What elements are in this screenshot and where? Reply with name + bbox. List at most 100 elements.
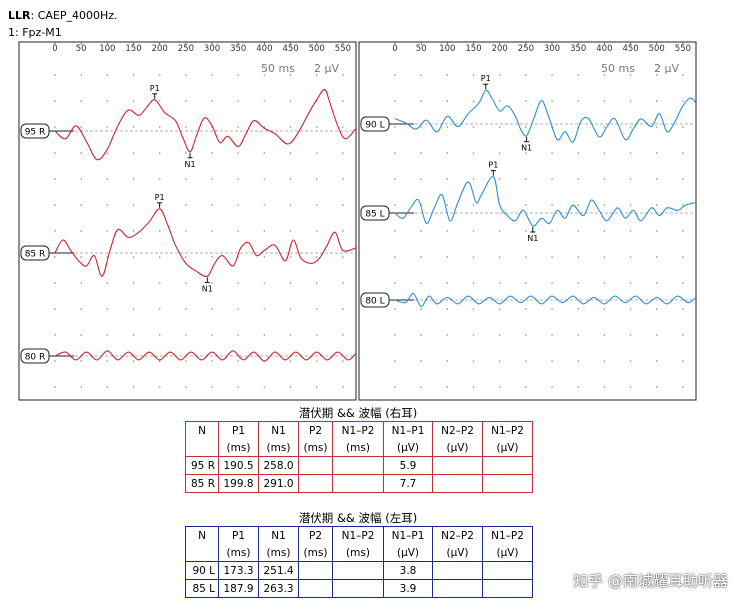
grid-dot [237, 360, 240, 362]
column-header: N2–P2 [432, 421, 483, 439]
right-ear-table-title: 潜伏期 && 波幅 (右耳) [298, 406, 418, 420]
grid-dot [158, 178, 161, 180]
grid-dot [472, 256, 475, 258]
table-row: 85 R 199.8 291.0 7.7 [185, 474, 533, 493]
grid-dot [132, 100, 135, 102]
grid-dot [472, 386, 475, 388]
table-cell: 190.5 [218, 456, 259, 475]
channel-label: 1: Fpz-M1 [8, 26, 62, 39]
waveform-80-l [394, 292, 697, 308]
grid-dot [682, 230, 684, 232]
grid-dot [551, 282, 553, 284]
grid-dot [158, 334, 161, 336]
grid-dot [498, 308, 501, 310]
grid-dot [420, 282, 422, 284]
grid-dot [211, 230, 213, 232]
column-header: N1–P2 [482, 526, 533, 544]
grid-dot [158, 360, 161, 362]
x-tick-label: 550 [675, 44, 691, 54]
column-header: N1–P2 [482, 421, 533, 439]
grid-dot [525, 204, 527, 206]
grid-dot [577, 256, 580, 258]
table-cell [332, 579, 384, 598]
x-tick-label: 250 [178, 44, 194, 54]
x-tick-label: 450 [622, 44, 638, 54]
grid-dot [158, 126, 161, 128]
grid-dot [185, 386, 187, 388]
grid-dot [603, 230, 606, 232]
grid-dot [446, 178, 449, 180]
grid-dot [342, 152, 344, 154]
grid-dot [446, 204, 449, 206]
time-scale-label: 50 ms [601, 62, 635, 75]
grid-dot [106, 386, 109, 388]
grid-dot [263, 282, 266, 284]
grid-dot [525, 308, 527, 310]
grid-dot [237, 126, 240, 128]
grid-dot [682, 308, 684, 310]
grid-dot [525, 230, 527, 232]
grid-dot [629, 308, 632, 310]
x-tick-label: 100 [439, 44, 455, 54]
left-ear-latency-table: N P1 N1 P2 N1–P2 N1–P1 N2–P2 N1–P2 (ms) (ms) (ms)(… [185, 526, 533, 598]
grid-dot [629, 204, 632, 206]
grid-dot [289, 100, 292, 102]
grid-dot [315, 360, 318, 362]
grid-dot [106, 360, 109, 362]
grid-dot [629, 256, 632, 258]
grid-dot [498, 74, 501, 76]
grid-dot [394, 152, 396, 154]
grid-dot [132, 126, 135, 128]
grid-dot [577, 204, 580, 206]
grid-dot [577, 308, 580, 310]
x-tick-label: 350 [570, 44, 586, 54]
table-cell [432, 561, 483, 580]
x-tick-label: 550 [335, 44, 351, 54]
column-header: N1 [258, 421, 299, 439]
grid-dot [525, 74, 527, 76]
column-header: P1 [218, 526, 259, 544]
grid-dot [237, 334, 240, 336]
grid-dot [342, 386, 344, 388]
grid-dot [603, 256, 606, 258]
peak-label: P1 [150, 84, 160, 93]
grid-dot [80, 256, 82, 258]
test-header: LLR: CAEP_4000Hz. [8, 9, 118, 22]
grid-dot [237, 386, 240, 388]
watermark: 知乎 @南城耀耳助听器 [573, 572, 728, 590]
grid-dot [394, 334, 396, 336]
column-header: N [185, 526, 219, 544]
grid-dot [342, 360, 344, 362]
table-cell [332, 561, 384, 580]
grid-dot [263, 126, 266, 128]
grid-dot [394, 360, 396, 362]
grid-dot [629, 74, 632, 76]
grid-dot [655, 282, 658, 284]
grid-dot [603, 100, 606, 102]
grid-dot [289, 282, 292, 284]
grid-dot [263, 152, 266, 154]
right-ear-latency-table: N P1 N1 P2 N1–P2 N1–P1 N2–P2 N1–P2 (ms) (ms) (ms)(… [185, 421, 533, 493]
grid-dot [315, 126, 318, 128]
grid-dot [185, 100, 187, 102]
x-tick-label: 300 [544, 44, 560, 54]
grid-dot [80, 386, 82, 388]
waveform-85-r [54, 208, 357, 278]
grid-dot [472, 74, 475, 76]
grid-dot [80, 152, 82, 154]
grid-dot [315, 386, 318, 388]
grid-dot [80, 100, 82, 102]
x-tick-label: 0 [392, 44, 397, 54]
table-cell: 173.3 [218, 561, 259, 580]
peak-label: P1 [155, 193, 165, 202]
grid-dot [289, 74, 292, 76]
grid-dot [682, 282, 684, 284]
grid-dot [315, 334, 318, 336]
column-unit: (ms) [298, 544, 333, 562]
grid-dot [54, 178, 56, 180]
grid-dot [158, 74, 161, 76]
grid-dot [158, 308, 161, 310]
grid-dot [603, 308, 606, 310]
grid-dot [682, 126, 684, 128]
